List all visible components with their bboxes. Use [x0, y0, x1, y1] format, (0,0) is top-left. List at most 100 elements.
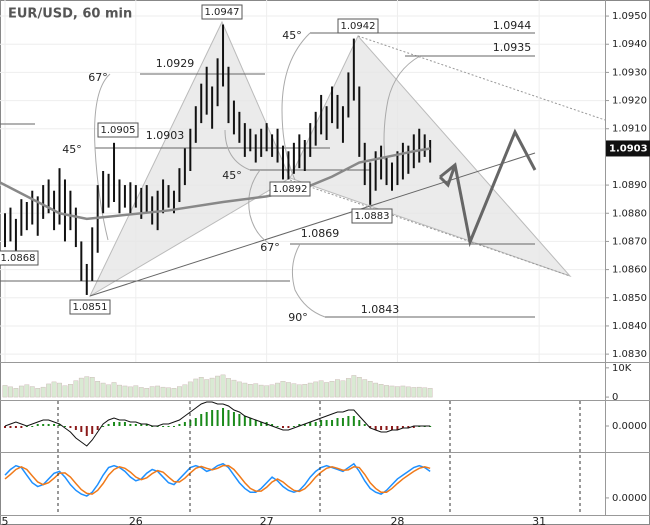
volume-bar: [149, 386, 155, 398]
volume-bar: [2, 385, 8, 398]
volume-bar: [400, 385, 406, 398]
histogram-bar: [309, 422, 312, 426]
trend-line: [289, 179, 571, 277]
volume-bar: [242, 382, 248, 398]
histogram-bar: [243, 416, 246, 426]
volume-bar: [138, 387, 144, 398]
volume-bar: [269, 384, 275, 398]
histogram-bar: [140, 424, 143, 426]
volume-bar: [275, 382, 280, 398]
volume-bar: [416, 386, 422, 398]
volume-bar: [106, 384, 111, 398]
volume-bar: [264, 385, 270, 398]
annotation: 45°: [222, 169, 242, 182]
volume-bar: [8, 386, 13, 398]
volume-bar: [198, 377, 204, 398]
y-tick-label: 1.0950: [612, 11, 647, 22]
volume-bar: [340, 380, 346, 398]
oscillator-line: [4, 464, 431, 495]
annotation: 1.0942: [341, 21, 376, 32]
histogram-bar: [9, 426, 12, 428]
volume-bar: [302, 384, 308, 398]
annotation: 1.0883: [355, 211, 390, 222]
histogram-bar: [4, 426, 7, 428]
volume-bar: [18, 385, 24, 398]
fib-arc: [248, 169, 271, 245]
volume-bar: [427, 388, 433, 398]
histogram-bar: [211, 410, 214, 426]
histogram-bar: [303, 424, 306, 426]
histogram-bar: [91, 426, 94, 434]
label-box: [337, 18, 379, 34]
histogram-bar: [314, 422, 317, 426]
histogram-bar: [320, 420, 323, 426]
histogram-bar: [260, 422, 263, 426]
fib-arc: [291, 243, 326, 318]
volume-bar: [351, 375, 357, 398]
histogram-bar: [287, 426, 290, 428]
volume-bar: [193, 378, 199, 398]
label-box: [69, 299, 111, 315]
y-tick-label: 1.0870: [612, 236, 647, 247]
volume-bar: [133, 385, 139, 398]
histogram-bar: [222, 408, 225, 426]
histogram-bar: [145, 424, 148, 426]
histogram-bar: [123, 422, 126, 426]
histogram-bar: [254, 420, 257, 426]
annotation: 67°: [88, 71, 108, 84]
projection: [439, 128, 537, 248]
histogram-bar: [325, 420, 328, 426]
volume-bar: [122, 385, 128, 398]
histogram-bar: [42, 424, 45, 426]
volume-bar: [62, 385, 68, 398]
projection: [438, 164, 457, 188]
histogram-bar: [74, 426, 77, 430]
last-price-label: 1.0903: [609, 143, 648, 154]
annotation: 1.0868: [1, 253, 36, 264]
histogram-bar: [58, 424, 61, 426]
histogram-bar: [363, 424, 366, 426]
histogram-bar: [358, 420, 361, 426]
volume-bar: [362, 379, 368, 398]
volume-bar: [177, 386, 182, 398]
annotation: 1.0903: [146, 129, 185, 142]
x-tick-label: 26: [129, 515, 143, 525]
indicator-line: [4, 401, 431, 447]
annotation: 45°: [282, 29, 302, 42]
annotation: 1.0947: [205, 7, 240, 18]
last-price-box: [606, 140, 650, 157]
volume-bar: [324, 382, 329, 398]
fib-arc: [383, 55, 421, 161]
volume-bar: [68, 384, 73, 398]
volume-bar: [286, 382, 291, 398]
fib-arc: [224, 129, 251, 171]
histogram-bar: [69, 426, 72, 428]
volume-bar: [78, 377, 84, 398]
volume-bar: [329, 381, 335, 398]
annotation: 90°: [288, 311, 308, 324]
volume-bar: [187, 381, 193, 398]
histogram-bar: [238, 414, 241, 426]
volume-bar: [24, 384, 30, 398]
y-tick-label: 1.0830: [612, 349, 647, 360]
volume-bar: [318, 380, 324, 398]
y-tick-label: 1.0910: [612, 124, 647, 135]
y-tick-label: 10K: [612, 363, 632, 374]
volume-bar: [84, 376, 90, 398]
x-tick-label: 5: [2, 515, 9, 525]
y-tick-label: 1.0930: [612, 67, 647, 78]
volume-bar: [73, 380, 79, 398]
histogram-bar: [249, 418, 252, 426]
histogram-bar: [194, 418, 197, 426]
volume-bar: [296, 384, 302, 398]
volume-bar: [40, 386, 46, 398]
histogram-bar: [96, 426, 99, 430]
x-tick-label: 28: [390, 515, 404, 525]
histogram-bar: [14, 426, 17, 428]
volume-bar: [367, 381, 373, 398]
volume-bar: [160, 386, 166, 398]
histogram-bar: [352, 416, 355, 426]
histogram-bar: [331, 420, 334, 426]
histogram-bar: [113, 422, 116, 426]
annotation: 1.0905: [101, 125, 136, 136]
